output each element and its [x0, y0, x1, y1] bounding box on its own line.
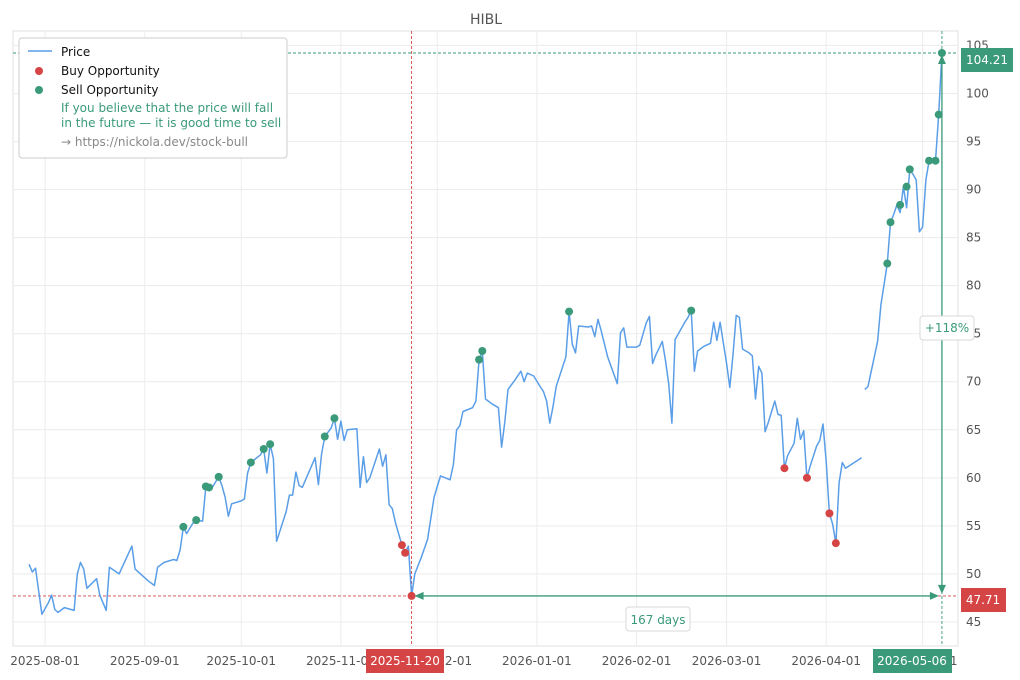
legend-sell-label: Sell Opportunity: [61, 83, 159, 97]
x-tick-label: 2025-10-01: [206, 654, 276, 668]
chart-title: HIBL: [470, 12, 502, 28]
days-arrow-left-head: [414, 591, 424, 600]
legend-note-line-1: If you believe that the price will fall: [61, 101, 273, 115]
x-tick-label: 2025-09-01: [110, 654, 180, 668]
sell-point: [246, 458, 255, 467]
buy-point: [780, 464, 789, 473]
legend-box: [18, 37, 288, 159]
annotation-layer: 167 days +118%: [414, 55, 975, 632]
min-date-badge: 2025-11-20: [370, 654, 440, 668]
min-value-badge: 47.71: [966, 593, 1000, 607]
sell-point: [266, 440, 275, 449]
legend: Price Buy Opportunity Sell Opportunity I…: [18, 37, 288, 159]
legend-sell-marker: [35, 86, 43, 94]
axis-badges: 104.21 47.71 2025-11-20 2026-05-06: [366, 48, 1013, 673]
x-tick-label: 2025-08-01: [10, 654, 80, 668]
buy-point: [802, 473, 811, 482]
x-tick-label: 2026-04-01: [791, 654, 861, 668]
y-tick-label: 50: [966, 567, 981, 581]
x-tick-label: 2025-11-01: [306, 654, 376, 668]
sell-point: [320, 432, 329, 441]
y-tick-label: 65: [966, 423, 981, 437]
change-arrow-down-head: [937, 584, 946, 594]
x-tick-label: 2026-03-01: [692, 654, 762, 668]
sell-point: [259, 445, 268, 454]
legend-buy-marker: [35, 67, 43, 75]
buy-point: [407, 591, 416, 600]
sell-point: [925, 156, 934, 165]
days-label: 167 days: [630, 613, 685, 627]
min-value-badge-box: [961, 588, 1006, 612]
buy-point: [825, 509, 834, 518]
change-arrow-up-head: [937, 55, 946, 65]
sell-point: [931, 156, 940, 165]
legend-note-line-2: in the future — it is good time to sell: [61, 116, 281, 130]
legend-buy-label: Buy Opportunity: [61, 64, 160, 78]
sell-point: [179, 522, 188, 531]
grid-layer: [13, 31, 958, 646]
y-tick-label: 90: [966, 183, 981, 197]
sell-point: [192, 516, 201, 525]
x-tick-label: 2026-01-01: [502, 654, 572, 668]
y-tick-label: 60: [966, 471, 981, 485]
sell-point: [565, 307, 574, 316]
max-date-badge-box: [873, 649, 952, 673]
y-tick-label: 95: [966, 135, 981, 149]
y-tick-label: 55: [966, 519, 981, 533]
y-tick-label: 80: [966, 279, 981, 293]
max-value-badge-box: [961, 48, 1013, 72]
max-value-badge: 104.21: [966, 53, 1008, 67]
sell-point: [330, 414, 339, 423]
sell-point: [896, 200, 905, 209]
sell-point: [934, 110, 943, 119]
sell-point: [905, 165, 914, 174]
days-arrow-right-head: [929, 591, 939, 600]
sell-point: [214, 472, 223, 481]
legend-price-label: Price: [61, 45, 90, 59]
y-tick-label: 70: [966, 375, 981, 389]
min-date-badge-box: [366, 649, 444, 673]
sell-point: [687, 306, 696, 315]
sell-point: [886, 218, 895, 227]
sell-point: [937, 49, 946, 58]
sell-point: [883, 259, 892, 268]
y-tick-label: 100: [966, 86, 989, 100]
y-tick-label: 85: [966, 231, 981, 245]
x-axis-ticks: 2025-08-01 2025-09-01 2025-10-01 2025-11-01…: [10, 654, 957, 668]
sell-point: [902, 182, 911, 191]
sell-point: [475, 355, 484, 364]
sell-point: [205, 483, 214, 492]
buy-point: [401, 548, 410, 557]
buy-point: [831, 539, 840, 548]
sell-point: [478, 346, 487, 355]
x-tick-label: 2026-02-01: [602, 654, 672, 668]
change-label: +118%: [925, 321, 969, 335]
buy-point: [397, 541, 406, 550]
legend-link[interactable]: → https://nickola.dev/stock-bull: [61, 135, 248, 149]
price-line-segment: [28, 309, 863, 616]
days-label-box: [625, 606, 691, 632]
change-label-box: [919, 315, 975, 341]
y-tick-label: 45: [966, 615, 981, 629]
opportunity-points-layer: [179, 49, 946, 600]
max-date-badge: 2026-05-06: [877, 654, 947, 668]
